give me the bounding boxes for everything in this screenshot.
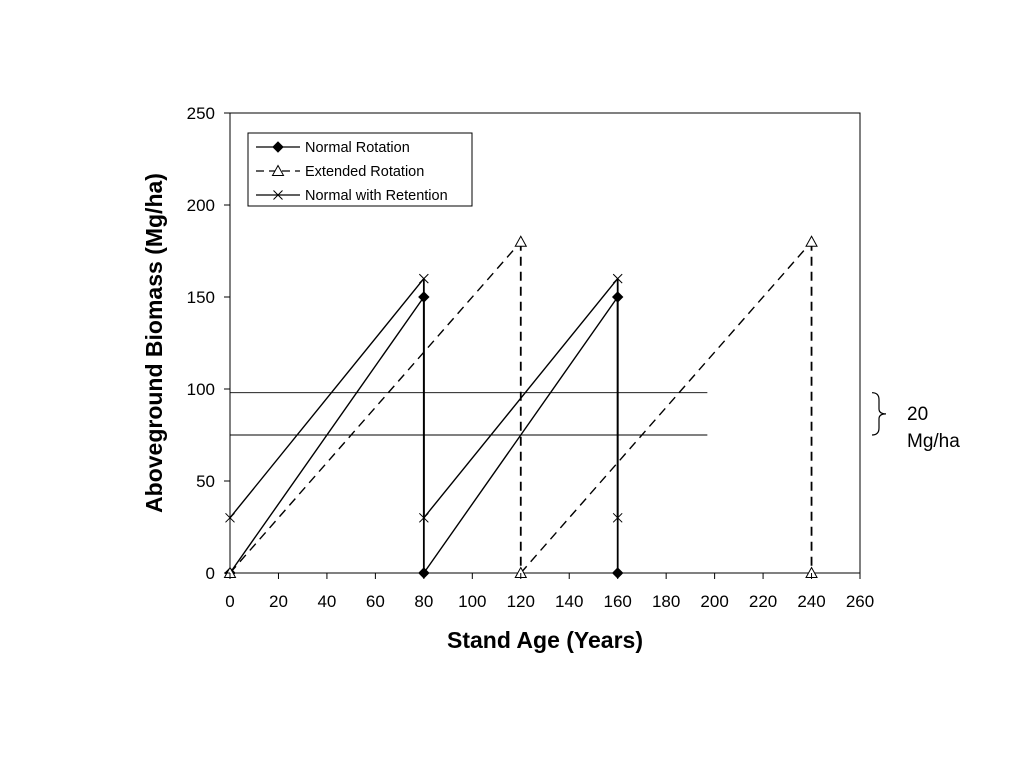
data-point <box>418 273 429 284</box>
data-point <box>225 512 235 523</box>
x-tick-label: 0 <box>225 592 234 611</box>
x-tick-label: 220 <box>749 592 777 611</box>
x-tick-label: 100 <box>458 592 486 611</box>
series-segment <box>423 278 619 519</box>
bracket-annotation: 20 Mg/ha <box>871 392 960 452</box>
y-tick-label: 200 <box>187 196 215 215</box>
x-tick-label: 200 <box>700 592 728 611</box>
x-tick-label: 180 <box>652 592 680 611</box>
annotation-unit: Mg/ha <box>907 431 960 452</box>
y-tick-label: 0 <box>206 564 215 583</box>
legend-samples <box>256 141 300 200</box>
series-segment <box>229 278 425 519</box>
y-tick-label: 50 <box>196 472 215 491</box>
series-segment <box>229 241 522 574</box>
data-point <box>612 273 623 284</box>
legend: Normal Rotation Extended Rotation Normal… <box>247 132 473 207</box>
series-segment <box>229 296 425 574</box>
data-point <box>612 512 623 523</box>
series-normal-with-retention <box>225 273 623 523</box>
series-segment <box>423 296 619 574</box>
x-tick-label: 260 <box>846 592 874 611</box>
plot-area <box>229 112 861 574</box>
data-point <box>418 512 429 523</box>
x-tick-label: 20 <box>269 592 288 611</box>
legend-label-normal-with-retention: Normal with Retention <box>305 188 448 204</box>
annotation-value: 20 <box>907 404 928 425</box>
y-tick-label: 150 <box>187 288 215 307</box>
legend-box <box>247 132 473 207</box>
reference-lines <box>230 392 708 436</box>
y-axis-title: Aboveground Biomass (Mg/ha) <box>141 173 167 513</box>
series-extended-rotation <box>223 235 818 578</box>
series-layer <box>223 235 818 579</box>
data-point <box>514 235 528 247</box>
y-tick-label: 100 <box>187 380 215 399</box>
x-axis-title: Stand Age (Years) <box>447 627 643 653</box>
legend-label-normal-rotation: Normal Rotation <box>305 140 410 156</box>
x-tick-label: 160 <box>604 592 632 611</box>
x-tick-label: 40 <box>317 592 336 611</box>
legend-marker-normal-with-retention <box>273 190 283 200</box>
legend-marker-normal-rotation <box>272 141 284 153</box>
data-point <box>805 235 818 247</box>
legend-marker-extended-rotation <box>271 164 285 176</box>
curly-brace <box>871 392 887 436</box>
axis-ticks: 0 20 40 60 80 100 120 140 160 180 200 220 240 260 0 50 1… <box>187 104 875 611</box>
x-tick-label: 120 <box>507 592 535 611</box>
x-tick-label: 60 <box>366 592 385 611</box>
x-tick-label: 80 <box>414 592 433 611</box>
x-tick-label: 140 <box>555 592 583 611</box>
y-tick-label: 250 <box>187 104 215 123</box>
series-segment <box>520 241 813 574</box>
legend-label-extended-rotation: Extended Rotation <box>305 164 424 180</box>
x-tick-label: 240 <box>797 592 825 611</box>
